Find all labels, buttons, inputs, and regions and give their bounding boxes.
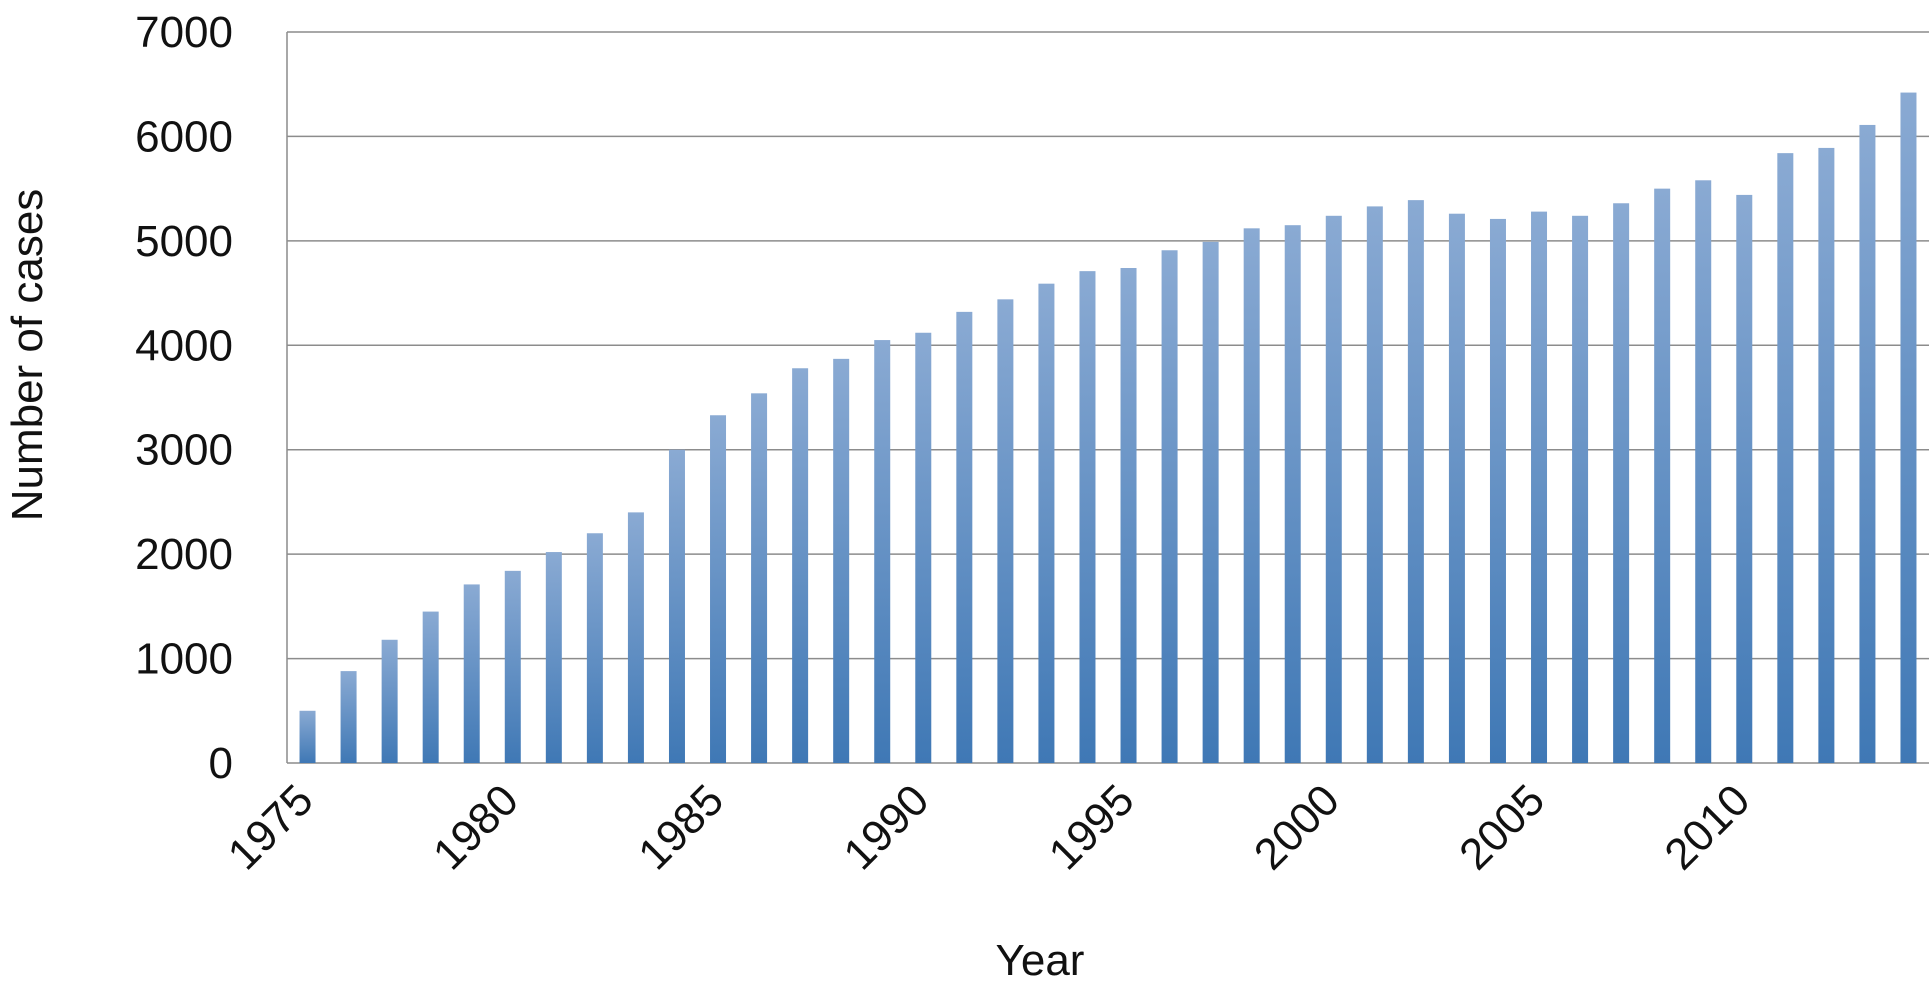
x-tick-label: 2005: [1450, 775, 1554, 879]
bar-2001: [1366, 206, 1383, 763]
bar-1994: [1079, 271, 1096, 763]
bar-1989: [874, 340, 891, 763]
bar-2002: [1407, 200, 1424, 763]
x-tick-label: 2000: [1245, 775, 1349, 879]
y-tick-label: 7000: [135, 8, 233, 57]
x-axis-title: Year: [996, 936, 1085, 985]
x-tick-label: 2010: [1655, 775, 1759, 879]
y-axis-title: Number of cases: [3, 189, 52, 522]
y-tick-label: 6000: [135, 112, 233, 161]
x-tick-label: 1995: [1040, 775, 1144, 879]
bar-2007: [1613, 203, 1630, 763]
bar-2003: [1448, 213, 1465, 764]
bars: [299, 92, 1917, 764]
bar-1993: [1038, 283, 1055, 763]
y-tick-label: 0: [209, 739, 233, 788]
gridlines: [286, 31, 1929, 764]
bar-1990: [915, 332, 932, 763]
bar-1977: [381, 639, 398, 763]
bar-1983: [627, 512, 644, 763]
bar-1985: [710, 415, 727, 763]
y-tick-label: 4000: [135, 321, 233, 370]
bar-2004: [1489, 218, 1506, 764]
x-tick-label: 1980: [424, 775, 528, 879]
bar-1997: [1202, 241, 1219, 763]
bar-1979: [463, 584, 480, 763]
bar-1978: [422, 611, 439, 763]
bar-2011: [1777, 153, 1794, 763]
bar-1999: [1284, 225, 1301, 763]
bar-2010: [1736, 194, 1753, 763]
bar-1986: [751, 393, 768, 763]
y-tick-label: 5000: [135, 217, 233, 266]
bar-1982: [586, 533, 603, 763]
bar-1991: [956, 311, 973, 763]
bar-2013: [1859, 124, 1876, 764]
bar-2012: [1818, 147, 1835, 763]
x-tick-label: 1985: [629, 775, 733, 879]
bar-1975: [299, 710, 316, 763]
bar-1981: [545, 552, 562, 763]
y-tick-label: 3000: [135, 426, 233, 475]
bar-1984: [668, 449, 685, 763]
bar-2014: [1900, 92, 1917, 763]
bar-1992: [997, 299, 1014, 763]
bar-2005: [1531, 211, 1548, 764]
bar-1996: [1161, 250, 1178, 763]
bar-1976: [340, 671, 357, 763]
bar-1998: [1243, 228, 1260, 764]
bar-1988: [833, 358, 850, 763]
bar-1995: [1120, 268, 1137, 763]
bar-2000: [1325, 215, 1342, 763]
bar-1980: [504, 570, 521, 763]
x-tick-label: 1975: [219, 775, 323, 879]
y-tick-label: 2000: [135, 530, 233, 579]
x-tick-label: 1990: [834, 775, 938, 879]
bar-1987: [792, 368, 809, 763]
bar-2006: [1572, 215, 1589, 763]
x-axis-ticks: 1975 1980 1985 1990 1995 2000 2005 2010: [219, 775, 1760, 879]
y-axis-ticks: 0 1000 2000 3000 4000 5000 6000 7000: [135, 8, 233, 788]
bar-2009: [1695, 180, 1712, 763]
y-tick-label: 1000: [135, 635, 233, 684]
bar-2008: [1654, 188, 1671, 764]
